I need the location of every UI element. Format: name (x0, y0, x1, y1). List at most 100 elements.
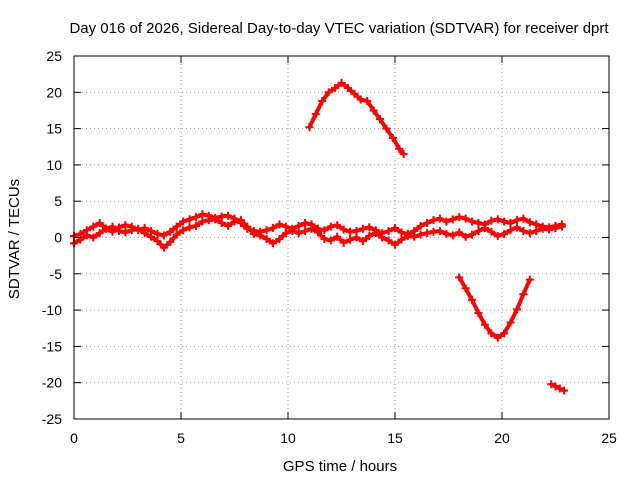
data-point (326, 222, 335, 231)
data-point (89, 233, 98, 242)
x-tick-label: 5 (177, 430, 185, 446)
data-point (442, 229, 451, 238)
data-point (435, 214, 444, 223)
data-point (95, 218, 104, 227)
data-point (224, 221, 233, 230)
data-point (249, 229, 258, 238)
data-point (416, 230, 425, 239)
data-point (435, 226, 444, 235)
data-point (468, 230, 477, 239)
data-point (339, 225, 348, 234)
data-point (487, 329, 496, 338)
data-point (410, 232, 419, 241)
y-tick-label: -10 (42, 302, 62, 318)
axis-ticks (73, 55, 610, 420)
data-point (474, 218, 483, 227)
data-point (455, 228, 464, 237)
y-tick-label: -20 (42, 375, 62, 391)
data-point (356, 95, 365, 104)
data-point (493, 333, 502, 342)
y-tick-label: 5 (54, 193, 62, 209)
data-point (365, 223, 374, 232)
data-point (108, 222, 117, 231)
data-point (395, 144, 404, 153)
data-point (230, 217, 239, 226)
data-point (89, 222, 98, 231)
data-point (172, 222, 181, 231)
data-point (506, 226, 515, 235)
data-point (166, 237, 175, 246)
data-point (365, 232, 374, 241)
data-point (487, 216, 496, 225)
data-point (147, 232, 156, 241)
data-point (512, 305, 521, 314)
data-point (331, 83, 340, 92)
data-point (224, 211, 233, 220)
data-point (198, 217, 207, 226)
y-tick-label: -25 (42, 411, 62, 427)
data-point (320, 234, 329, 243)
data-point (363, 97, 372, 106)
data-point (429, 216, 438, 225)
data-point (461, 284, 470, 293)
data-point (217, 218, 226, 227)
x-axis-label: GPS time / hours (283, 458, 397, 475)
data-point (179, 217, 188, 226)
data-point (555, 384, 564, 393)
data-point (551, 382, 560, 391)
data-point (384, 236, 393, 245)
grid (74, 56, 609, 419)
data-point (525, 229, 534, 238)
data-point (416, 221, 425, 230)
data-point (532, 226, 541, 235)
data-point (455, 213, 464, 222)
data-point (301, 218, 310, 227)
data-point (275, 234, 284, 243)
data-point (121, 221, 130, 230)
x-tick-label: 20 (494, 430, 510, 446)
data-point (519, 226, 528, 235)
data-point (480, 320, 489, 329)
y-tick-label: -5 (50, 266, 63, 282)
data-point (455, 273, 464, 282)
x-tick-label: 0 (70, 430, 78, 446)
y-axis-label: SDTVAR / TECUs (6, 179, 23, 299)
data-point (121, 228, 130, 237)
data-point (269, 239, 278, 248)
data-point (468, 295, 477, 304)
data-point (324, 88, 333, 97)
y-tick-label: 15 (46, 121, 62, 137)
data-point (134, 224, 143, 233)
data-point (525, 275, 534, 284)
data-point (153, 229, 162, 238)
data-point (127, 226, 136, 235)
data-point (384, 226, 393, 235)
data-point (560, 386, 569, 395)
data-point (442, 217, 451, 226)
data-point (311, 110, 320, 119)
data-point (82, 231, 91, 240)
data-point (352, 233, 361, 242)
data-point (307, 224, 316, 233)
x-tick-label: 15 (387, 430, 403, 446)
data-point (305, 123, 314, 132)
data-point (275, 220, 284, 229)
data-point (461, 232, 470, 241)
data-point (166, 227, 175, 236)
data-point (346, 235, 355, 244)
chart-title: Day 016 of 2026, Sidereal Day-to-day VTE… (69, 20, 609, 37)
data-point (474, 309, 483, 318)
data-point (506, 218, 515, 227)
data-point (243, 222, 252, 231)
data-point (191, 213, 200, 222)
data-point (423, 218, 432, 227)
data-point (358, 224, 367, 233)
data-point (339, 238, 348, 247)
data-point (500, 329, 509, 338)
data-point (320, 226, 329, 235)
data-point (179, 226, 188, 235)
data-point (500, 217, 509, 226)
data-point (358, 237, 367, 246)
data-point (371, 229, 380, 238)
data-point (172, 230, 181, 239)
